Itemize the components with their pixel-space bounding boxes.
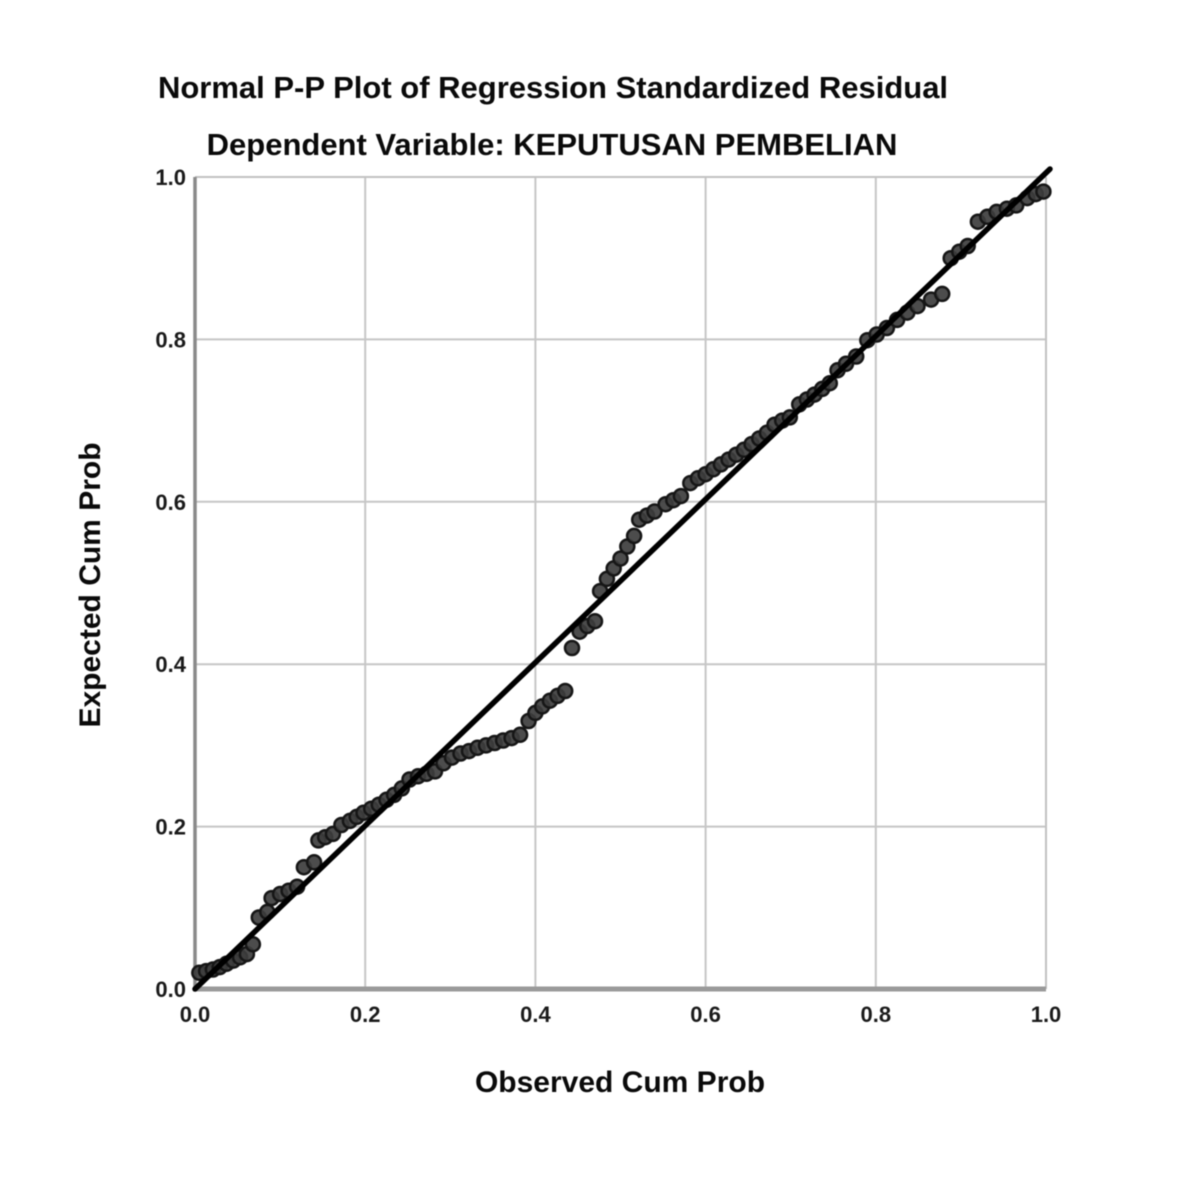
x-tick-label: 0.0 [180, 1002, 211, 1027]
scatter-point [646, 503, 663, 520]
reference-line-group [192, 166, 1053, 992]
x-tick-label: 0.4 [520, 1002, 551, 1027]
y-tick-labels: 0.0 0.2 0.4 0.6 0.8 1.0 [155, 165, 186, 1002]
y-tick-label: 0.6 [155, 490, 186, 515]
y-tick-label: 0.4 [155, 652, 186, 677]
scatter-point [556, 682, 574, 700]
x-axis-label: Observed Cum Prob [475, 1066, 765, 1099]
reference-line [192, 166, 1053, 992]
scatter-point [612, 550, 629, 567]
scatter-point [1035, 183, 1052, 200]
x-tick-label: 1.0 [1031, 1002, 1062, 1027]
scatter-point [933, 285, 951, 303]
x-tick-label: 0.6 [690, 1002, 721, 1027]
x-tick-label: 0.2 [350, 1002, 381, 1027]
scatter-point [625, 527, 643, 545]
chart-subtitle: Dependent Variable: KEPUTUSAN PEMBELIAN [207, 127, 898, 162]
y-tick-label: 0.0 [155, 977, 186, 1002]
scatter-point [586, 612, 604, 630]
scatter-point [672, 487, 690, 505]
scatter-point [244, 936, 262, 953]
plot-frame [193, 176, 1047, 992]
x-tick-labels: 0.0 0.2 0.4 0.6 0.8 1.0 [180, 1002, 1062, 1027]
y-tick-label: 0.2 [155, 815, 186, 840]
chart-title: Normal P-P Plot of Regression Standardiz… [158, 70, 948, 105]
scatter-point [511, 726, 529, 744]
y-tick-label: 1.0 [155, 165, 186, 190]
scatter-point [305, 854, 323, 871]
x-tick-label: 0.8 [861, 1002, 892, 1027]
gridlines [195, 177, 1046, 989]
scatter-point [563, 639, 581, 657]
y-axis-label: Expected Cum Prob [74, 442, 107, 727]
y-tick-label: 0.8 [155, 327, 186, 352]
